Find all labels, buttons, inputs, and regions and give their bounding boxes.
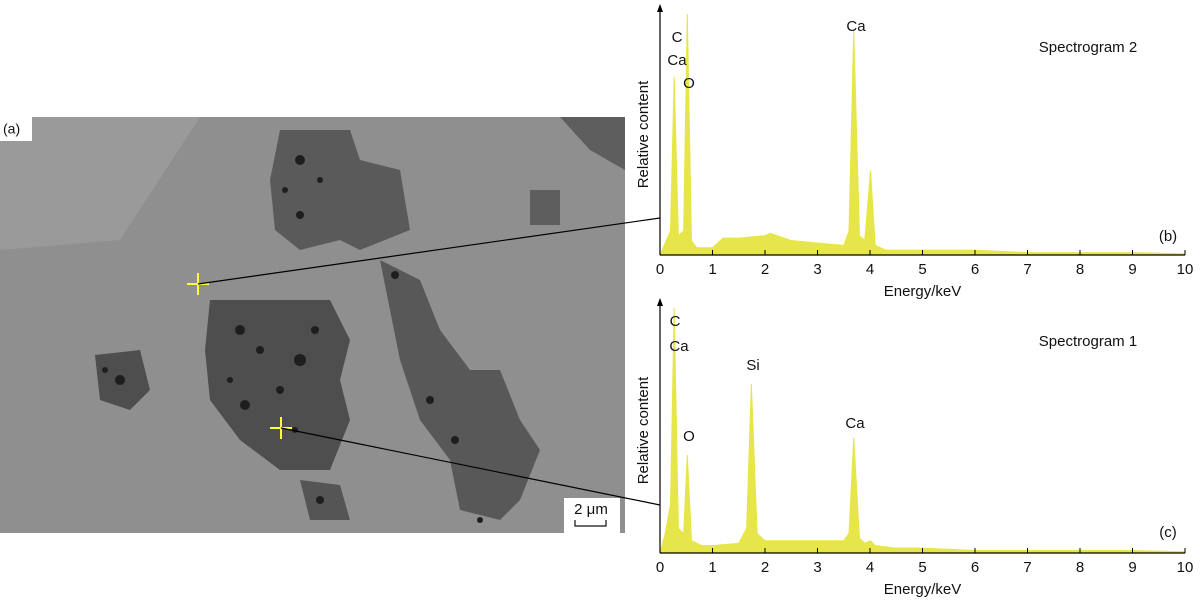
y-axis-label: Relative content (635, 80, 652, 188)
x-tick-label: 0 (656, 559, 664, 576)
panel-label: (c) (1159, 524, 1177, 541)
peak-label: O (683, 428, 695, 445)
peak-label: C (670, 313, 681, 330)
x-tick-label: 5 (918, 261, 926, 278)
peak-label: Si (746, 357, 759, 374)
y-axis-arrow (657, 298, 663, 306)
x-tick-label: 9 (1128, 559, 1136, 576)
peak-label: C (672, 29, 683, 46)
x-tick-label: 7 (1023, 559, 1031, 576)
image-label: (a) (3, 121, 20, 137)
x-tick-label: 9 (1128, 261, 1136, 278)
spectrum-area (659, 307, 1186, 554)
peak-label: Ca (846, 18, 866, 35)
spectrum-title: Spectrogram 1 (1039, 333, 1137, 350)
x-axis-label: Energy/keV (884, 283, 962, 300)
spectrum-title: Spectrogram 2 (1039, 39, 1137, 56)
x-tick-label: 8 (1076, 559, 1084, 576)
spectrum-area (659, 13, 1186, 256)
panel-label: (b) (1159, 228, 1177, 245)
peak-label: Ca (669, 338, 689, 355)
x-tick-label: 6 (971, 559, 979, 576)
x-tick-label: 2 (761, 559, 769, 576)
x-tick-label: 10 (1177, 559, 1194, 576)
peak-label: Ca (667, 52, 687, 69)
x-axis-label: Energy/keV (884, 581, 962, 598)
x-tick-label: 3 (813, 559, 821, 576)
x-tick-label: 10 (1177, 261, 1194, 278)
x-tick-label: 6 (971, 261, 979, 278)
x-tick-label: 3 (813, 261, 821, 278)
x-tick-label: 4 (866, 559, 874, 576)
x-tick-label: 8 (1076, 261, 1084, 278)
x-tick-label: 0 (656, 261, 664, 278)
y-axis-label: Relative content (635, 376, 652, 484)
x-tick-label: 2 (761, 261, 769, 278)
x-tick-label: 4 (866, 261, 874, 278)
peak-label: Ca (845, 415, 865, 432)
y-axis-arrow (657, 4, 663, 12)
x-tick-label: 1 (708, 559, 716, 576)
x-tick-label: 7 (1023, 261, 1031, 278)
sem-image: (a) 2 μm (0, 117, 661, 534)
x-tick-label: 5 (918, 559, 926, 576)
peak-label: O (683, 75, 695, 92)
x-tick-label: 1 (708, 261, 716, 278)
scale-bar-label: 2 μm (574, 501, 608, 518)
